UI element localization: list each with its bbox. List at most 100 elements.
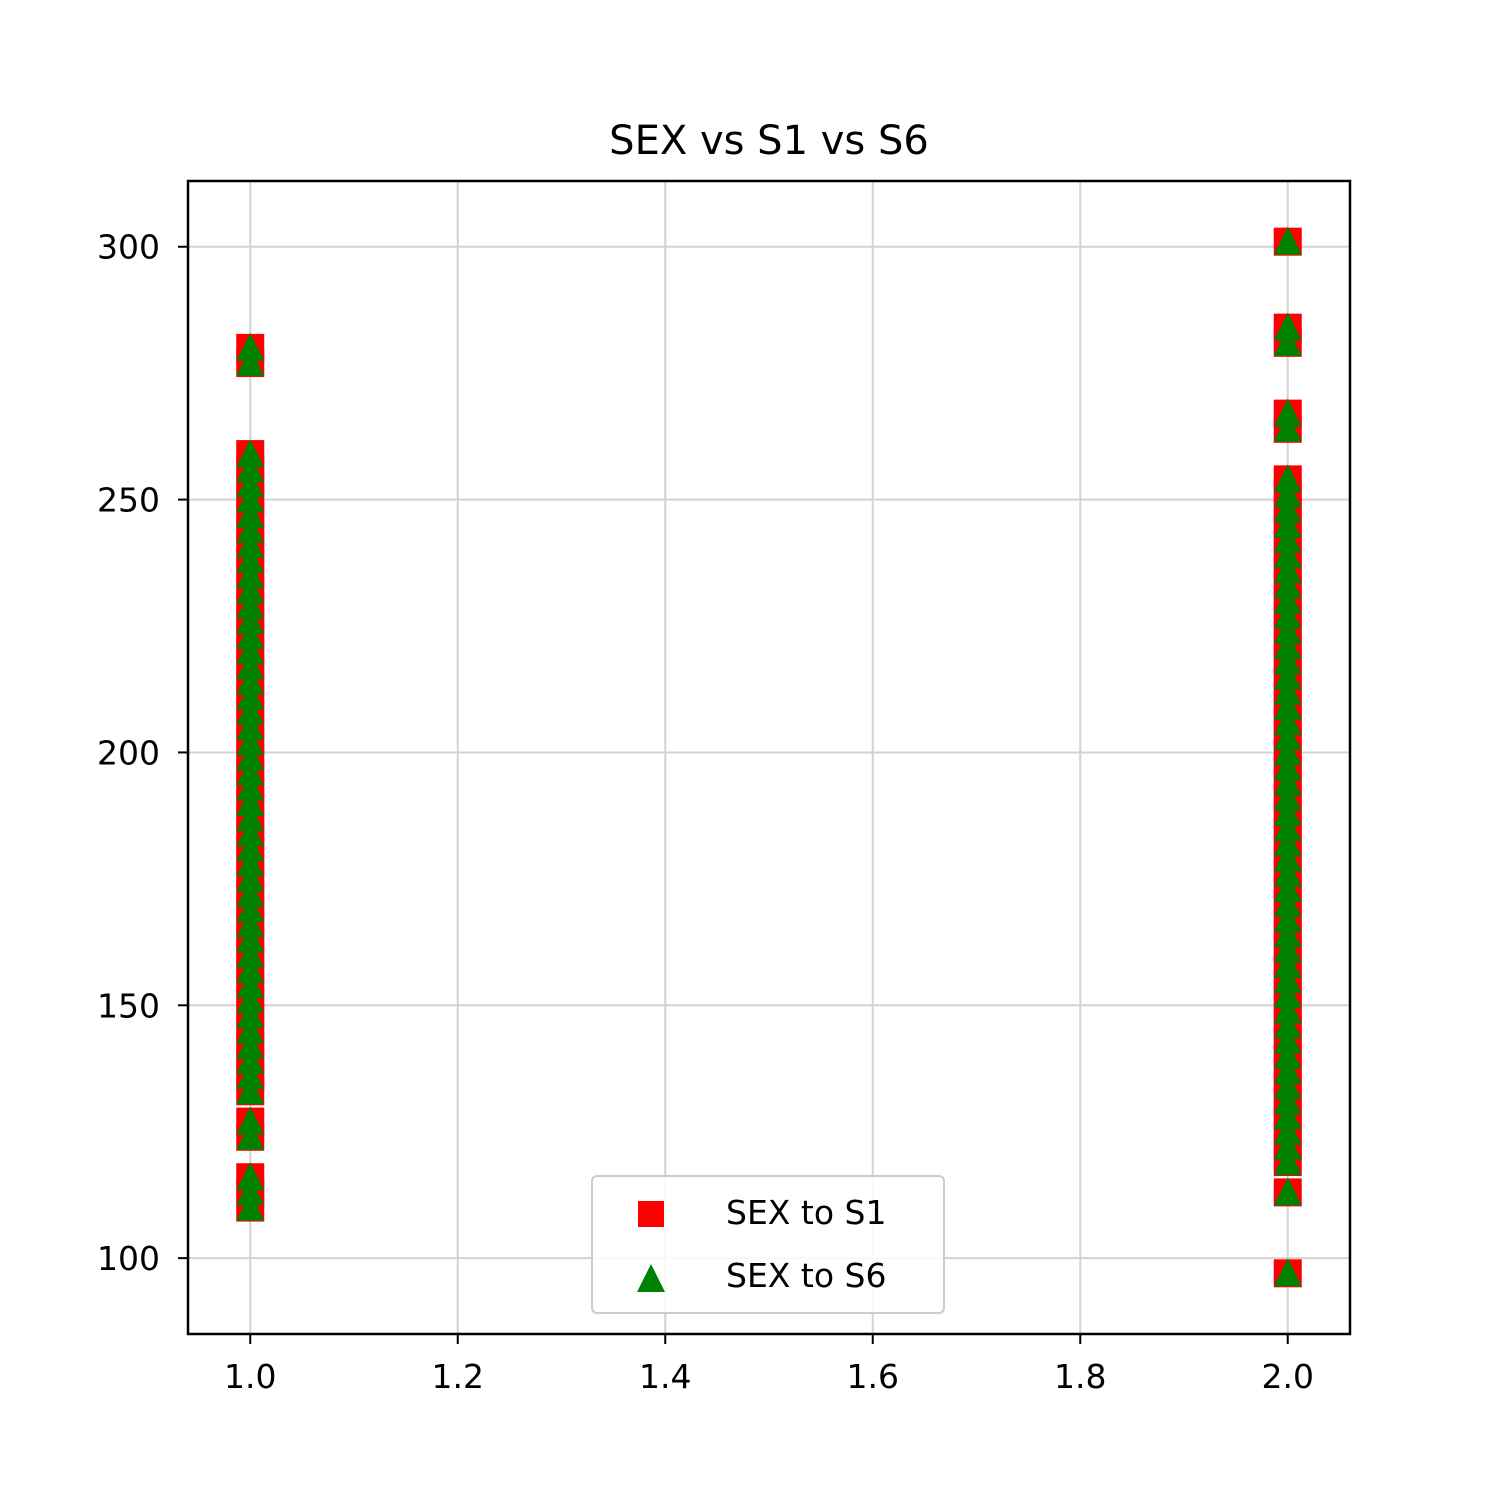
data-point-sex-to-s6 bbox=[236, 1121, 265, 1150]
data-point-sex-to-s6 bbox=[1273, 858, 1302, 887]
data-point-sex-to-s6 bbox=[1273, 722, 1302, 751]
data-point-sex-to-s6 bbox=[1273, 479, 1302, 508]
data-point-sex-to-s6 bbox=[1273, 798, 1302, 827]
data-point-sex-to-s6 bbox=[1273, 1056, 1302, 1085]
data-point-sex-to-s6 bbox=[236, 909, 265, 938]
data-point-sex-to-s6 bbox=[236, 666, 265, 695]
data-point-sex-to-s6 bbox=[236, 727, 265, 756]
data-point-sex-to-s6 bbox=[236, 818, 265, 847]
chart-title: SEX vs S1 vs S6 bbox=[609, 118, 929, 164]
data-point-sex-to-s6 bbox=[1273, 843, 1302, 872]
data-point-sex-to-s6 bbox=[236, 681, 265, 710]
data-point-sex-to-s6 bbox=[236, 863, 265, 892]
data-point-sex-to-s6 bbox=[1273, 752, 1302, 781]
x-tick-label: 1.2 bbox=[432, 1357, 484, 1396]
data-point-sex-to-s6 bbox=[1273, 1177, 1302, 1206]
data-point-sex-to-s6 bbox=[1273, 525, 1302, 554]
data-point-sex-to-s6 bbox=[236, 833, 265, 862]
data-point-sex-to-s6 bbox=[1273, 616, 1302, 645]
data-point-sex-to-s6 bbox=[236, 651, 265, 680]
data-point-sex-to-s6 bbox=[236, 772, 265, 801]
data-point-sex-to-s6 bbox=[1273, 767, 1302, 796]
data-point-sex-to-s6 bbox=[236, 788, 265, 817]
y-tick-label: 300 bbox=[97, 228, 160, 267]
data-point-sex-to-s6 bbox=[1273, 904, 1302, 933]
data-point-sex-to-s6 bbox=[1273, 737, 1302, 766]
data-point-sex-to-s6 bbox=[236, 484, 265, 513]
data-point-sex-to-s6 bbox=[236, 1045, 265, 1074]
data-point-sex-to-s6 bbox=[1273, 1010, 1302, 1039]
data-point-sex-to-s6 bbox=[1273, 631, 1302, 660]
data-point-sex-to-s6 bbox=[1273, 919, 1302, 948]
data-point-sex-to-s6 bbox=[236, 348, 265, 377]
data-point-sex-to-s6 bbox=[1273, 949, 1302, 978]
data-point-sex-to-s6 bbox=[236, 1177, 265, 1206]
data-point-sex-to-s6 bbox=[1273, 1071, 1302, 1100]
data-point-sex-to-s6 bbox=[1273, 691, 1302, 720]
data-point-sex-to-s6 bbox=[1273, 813, 1302, 842]
plot-frame bbox=[186, 179, 1352, 1336]
data-point-sex-to-s6 bbox=[236, 985, 265, 1014]
data-point-sex-to-s6 bbox=[1273, 889, 1302, 918]
data-point-sex-to-s6 bbox=[236, 590, 265, 619]
legend-marker-sex-to-s6 bbox=[637, 1264, 665, 1292]
data-point-sex-to-s6 bbox=[1273, 1147, 1302, 1176]
data-point-sex-to-s6 bbox=[236, 439, 265, 468]
legend: SEX to S1 SEX to S6 bbox=[591, 1175, 945, 1314]
data-point-sex-to-s6 bbox=[236, 1000, 265, 1029]
legend-label-sex-to-s6: SEX to S6 bbox=[726, 1256, 886, 1295]
data-point-sex-to-s6 bbox=[1273, 555, 1302, 584]
data-point-sex-to-s6 bbox=[236, 1106, 265, 1135]
data-point-sex-to-s6 bbox=[1273, 1131, 1302, 1160]
data-point-sex-to-s6 bbox=[236, 545, 265, 574]
data-point-sex-to-s6 bbox=[1273, 646, 1302, 675]
data-point-sex-to-s6 bbox=[1273, 1040, 1302, 1069]
data-point-sex-to-s6 bbox=[236, 970, 265, 999]
data-point-sex-to-s6 bbox=[1273, 226, 1302, 255]
y-tick-label: 200 bbox=[97, 733, 160, 772]
data-point-sex-to-s6 bbox=[236, 939, 265, 968]
data-point-sex-to-s6 bbox=[236, 803, 265, 832]
x-tick-label: 2.0 bbox=[1262, 1357, 1314, 1396]
data-point-sex-to-s6 bbox=[236, 954, 265, 983]
data-point-sex-to-s6 bbox=[236, 757, 265, 786]
data-point-sex-to-s6 bbox=[1273, 398, 1302, 427]
data-point-sex-to-s6 bbox=[1273, 585, 1302, 614]
y-tick-label: 250 bbox=[97, 481, 160, 520]
x-tick-label: 1.8 bbox=[1054, 1357, 1106, 1396]
data-point-sex-to-s6 bbox=[236, 1015, 265, 1044]
data-point-sex-to-s6 bbox=[236, 894, 265, 923]
legend-label-sex-to-s1: SEX to S1 bbox=[726, 1193, 886, 1232]
data-point-sex-to-s6 bbox=[236, 1030, 265, 1059]
data-point-sex-to-s6 bbox=[236, 514, 265, 543]
x-tick-label: 1.4 bbox=[639, 1357, 691, 1396]
data-point-sex-to-s6 bbox=[1273, 707, 1302, 736]
data-point-sex-to-s6 bbox=[236, 605, 265, 634]
data-point-sex-to-s6 bbox=[1273, 661, 1302, 690]
y-tick-label: 150 bbox=[97, 986, 160, 1025]
data-point-sex-to-s6 bbox=[1273, 965, 1302, 994]
data-point-sex-to-s6 bbox=[236, 575, 265, 604]
data-point-sex-to-s6 bbox=[236, 1192, 265, 1221]
data-point-sex-to-s6 bbox=[1273, 509, 1302, 538]
data-point-sex-to-s6 bbox=[1273, 980, 1302, 1009]
data-point-sex-to-s6 bbox=[1273, 464, 1302, 493]
data-point-sex-to-s6 bbox=[1273, 327, 1302, 356]
data-point-sex-to-s6 bbox=[1273, 995, 1302, 1024]
data-point-sex-to-s6 bbox=[236, 1076, 265, 1105]
data-point-sex-to-s6 bbox=[1273, 782, 1302, 811]
y-tick-label: 100 bbox=[97, 1239, 160, 1278]
data-point-sex-to-s6 bbox=[236, 469, 265, 498]
x-tick-label: 1.6 bbox=[847, 1357, 899, 1396]
data-point-sex-to-s6 bbox=[1273, 1101, 1302, 1130]
data-point-sex-to-s6 bbox=[1273, 540, 1302, 569]
data-point-sex-to-s6 bbox=[236, 924, 265, 953]
data-point-sex-to-s6 bbox=[236, 742, 265, 771]
data-point-sex-to-s6 bbox=[236, 712, 265, 741]
data-point-sex-to-s6 bbox=[1273, 570, 1302, 599]
series-sex-to-s6 bbox=[236, 226, 1302, 1287]
legend-marker-sex-to-s1 bbox=[638, 1201, 664, 1227]
data-point-sex-to-s6 bbox=[1273, 828, 1302, 857]
data-point-sex-to-s6 bbox=[236, 499, 265, 528]
